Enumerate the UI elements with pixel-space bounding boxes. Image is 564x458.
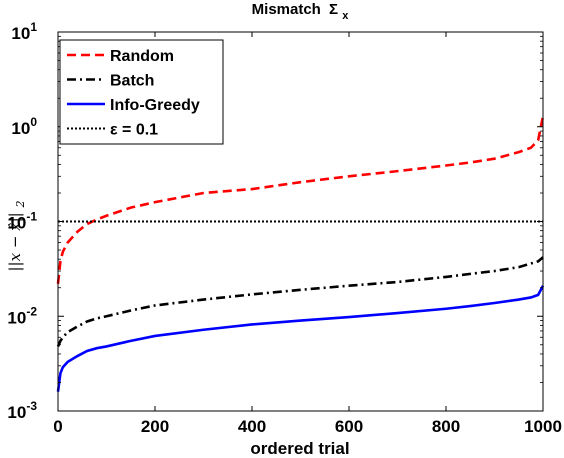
chart-title-subscript: x [342,10,349,22]
plot-frame [57,31,544,412]
y-axis-label: ||x − x̂|| 2 [6,200,27,271]
series-line-0 [56,115,545,284]
chart-title: Mismatch Σ x [252,1,350,22]
y-tick-label-4: 101 [11,20,37,43]
y-tick-label-0: 10-3 [7,399,37,422]
series-layer [56,115,545,392]
legend: Random Batch Info-Greedy ε = 0.1 [59,39,224,145]
series-line-1 [56,256,544,347]
legend-label-0: Random [110,48,174,65]
chart-title-symbol: Σ [329,1,338,18]
ticks-layer: 0 200 400 600 800 1000 10-3 10-2 10-1 100 101 [7,20,562,436]
legend-box [59,39,224,145]
x-tick-label-3: 600 [335,417,363,436]
x-tick-label-5: 1000 [524,417,562,436]
svg-text:||x − x̂|| 2: ||x − x̂|| 2 [6,200,27,271]
x-axis-label: ordered trial [250,439,349,458]
series-line-2 [56,285,545,392]
x-tick-label-1: 200 [141,417,169,436]
x-tick-label-2: 400 [238,417,266,436]
y-tick-label-3: 100 [11,115,37,138]
x-tick-label-4: 800 [432,417,460,436]
y-tick-label-2: 10-1 [7,210,37,233]
legend-label-3: ε = 0.1 [110,122,158,139]
y-axis-label-subscript: 2 [14,200,27,208]
y-tick-label-1: 10-2 [7,304,37,327]
chart-title-text: Mismatch [252,1,321,18]
y-axis-label-main: ||x − x̂|| [6,212,24,271]
x-tick-label-0: 0 [53,417,62,436]
legend-label-1: Batch [110,73,154,90]
legend-label-2: Info-Greedy [110,97,200,114]
